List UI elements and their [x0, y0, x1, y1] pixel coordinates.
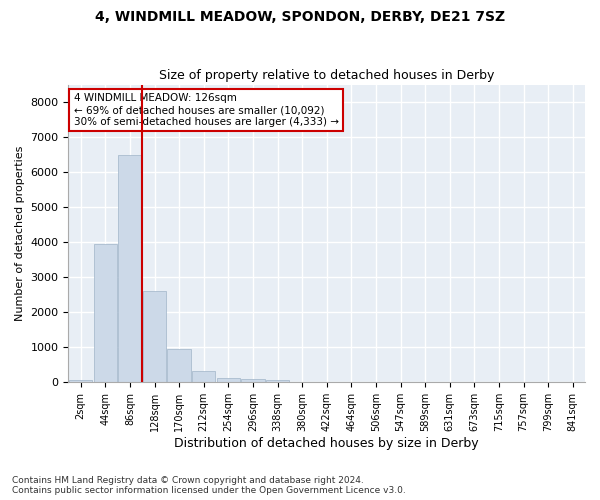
Title: Size of property relative to detached houses in Derby: Size of property relative to detached ho… — [159, 69, 494, 82]
Bar — [192, 371, 215, 382]
Text: 4, WINDMILL MEADOW, SPONDON, DERBY, DE21 7SZ: 4, WINDMILL MEADOW, SPONDON, DERBY, DE21… — [95, 10, 505, 24]
Text: Contains HM Land Registry data © Crown copyright and database right 2024.
Contai: Contains HM Land Registry data © Crown c… — [12, 476, 406, 495]
Bar — [266, 380, 289, 382]
Bar — [217, 378, 240, 382]
Bar — [143, 291, 166, 382]
Bar — [167, 349, 191, 382]
Bar — [241, 378, 265, 382]
Bar — [69, 380, 92, 382]
Y-axis label: Number of detached properties: Number of detached properties — [15, 146, 25, 321]
Bar — [118, 154, 142, 382]
Bar — [94, 244, 117, 382]
X-axis label: Distribution of detached houses by size in Derby: Distribution of detached houses by size … — [175, 437, 479, 450]
Text: 4 WINDMILL MEADOW: 126sqm
← 69% of detached houses are smaller (10,092)
30% of s: 4 WINDMILL MEADOW: 126sqm ← 69% of detac… — [74, 94, 338, 126]
